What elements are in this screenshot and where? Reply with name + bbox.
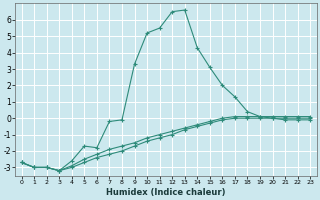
X-axis label: Humidex (Indice chaleur): Humidex (Indice chaleur): [106, 188, 226, 197]
